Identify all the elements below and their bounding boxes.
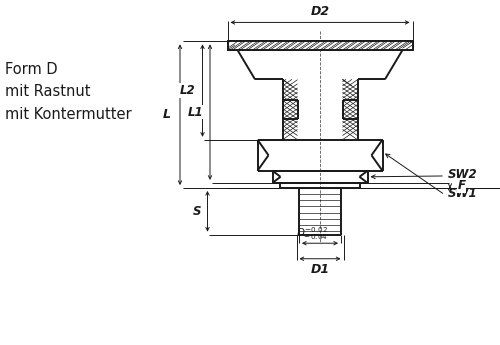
Text: F: F — [458, 179, 466, 192]
Text: D2: D2 — [310, 5, 330, 18]
Text: D1: D1 — [310, 263, 330, 276]
Text: L: L — [163, 108, 171, 121]
Text: S: S — [193, 205, 202, 218]
Text: Form D
mit Rastnut
mit Kontermutter: Form D mit Rastnut mit Kontermutter — [5, 62, 132, 121]
Text: L2: L2 — [180, 84, 195, 97]
Text: L1: L1 — [188, 106, 204, 119]
Text: SW2: SW2 — [448, 168, 477, 181]
Text: $D^{-0.02}_{-0.04}$: $D^{-0.02}_{-0.04}$ — [296, 225, 328, 241]
Text: SW1: SW1 — [448, 187, 477, 200]
Polygon shape — [228, 41, 412, 50]
